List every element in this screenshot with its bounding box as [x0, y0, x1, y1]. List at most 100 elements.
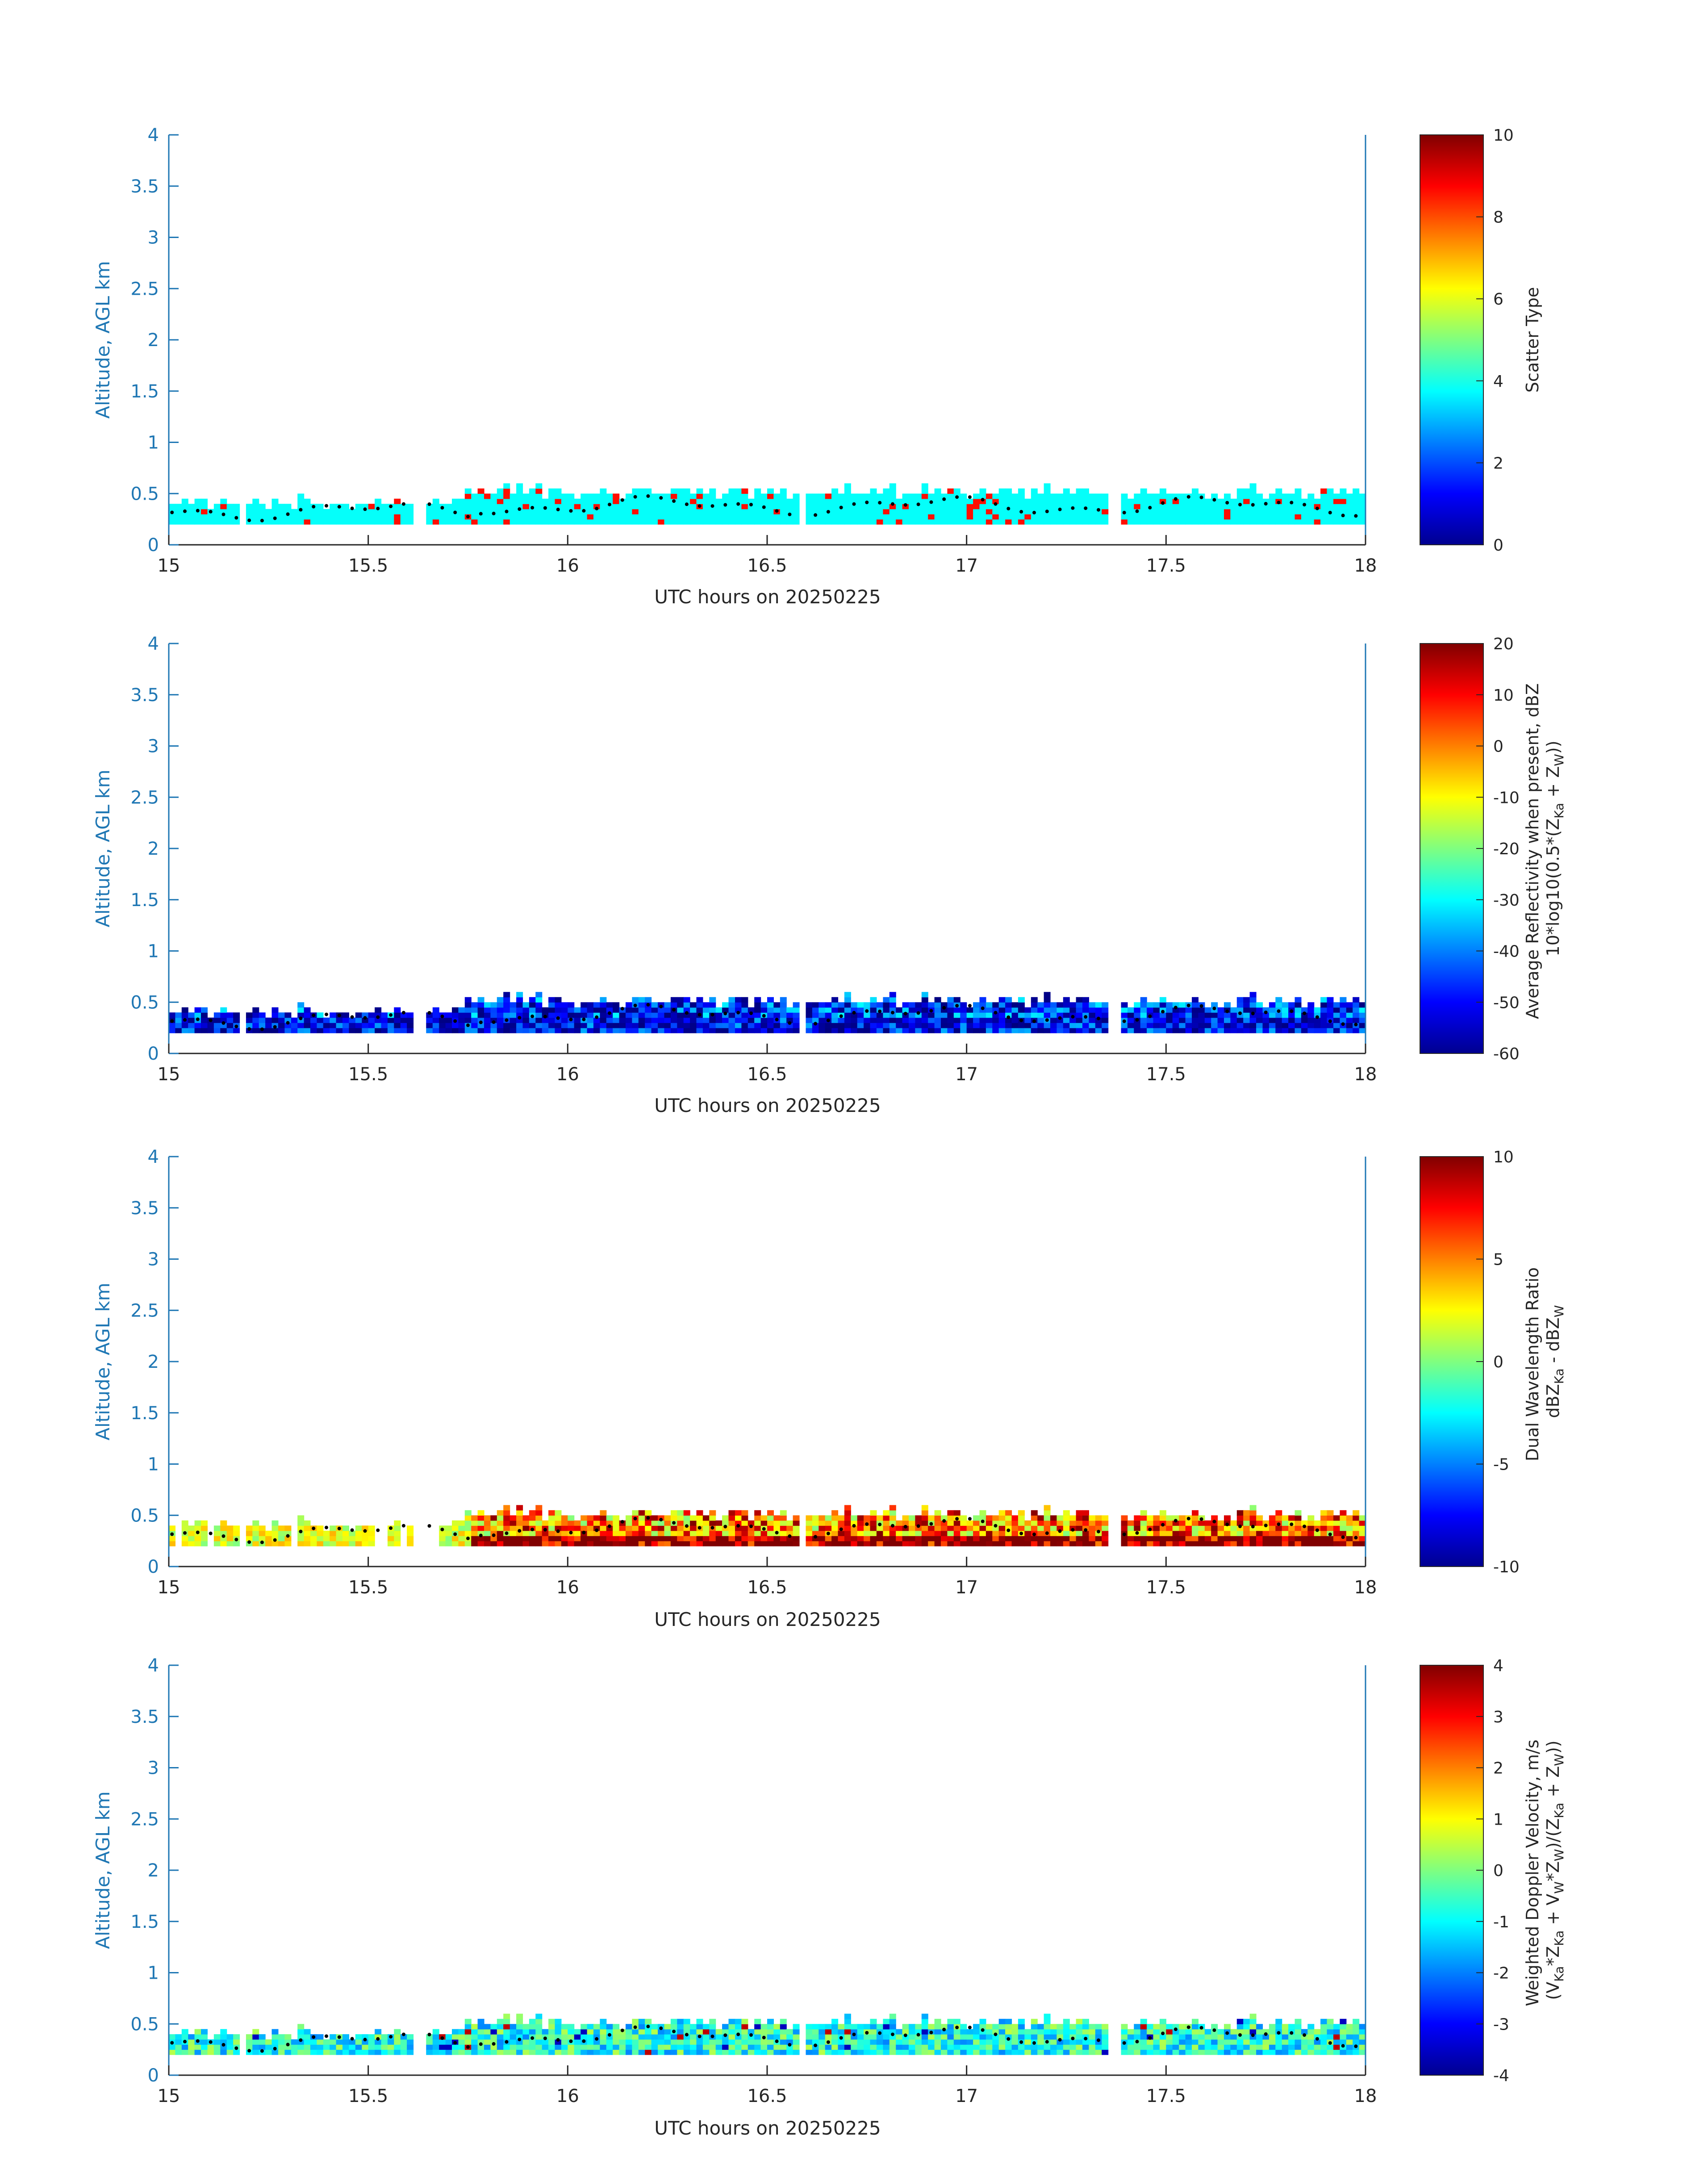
heatmap-cell: [188, 2039, 195, 2045]
heatmap-cell: [194, 1525, 201, 1531]
heatmap-cell: [1159, 1541, 1166, 1546]
heatmap-cell: [1359, 1012, 1366, 1018]
heatmap-cell: [600, 1530, 607, 1536]
heatmap-cell: [1249, 1007, 1257, 1013]
heatmap-cell: [497, 2024, 504, 2030]
heatmap-cell: [574, 504, 581, 510]
heatmap-cell: [921, 2034, 928, 2040]
heatmap-cell: [522, 514, 530, 520]
heatmap-cell: [883, 498, 890, 504]
heatmap-cell: [1005, 1028, 1012, 1033]
heatmap-cell: [1249, 498, 1257, 504]
heatmap-cell: [1031, 504, 1038, 510]
heatmap-cell: [1153, 498, 1160, 504]
heatmap-cell: [715, 2044, 722, 2050]
heatmap-cell: [1282, 1023, 1289, 1028]
heatmap-cell: [883, 1007, 890, 1013]
heatmap-cell: [992, 1515, 999, 1521]
heatmap-cell: [819, 1007, 826, 1013]
heatmap-cell: [407, 1012, 414, 1018]
heatmap-cell: [1236, 1520, 1244, 1526]
heatmap-cell: [966, 1541, 973, 1546]
heatmap-cell: [876, 2049, 883, 2055]
heatmap-scatter_type: [169, 483, 1366, 525]
y-tick-label: 3: [148, 736, 159, 757]
heatmap-cell: [400, 2049, 407, 2055]
heatmap-cell: [645, 2034, 652, 2040]
heatmap-cell: [490, 514, 497, 520]
heatmap-cell: [535, 1525, 543, 1531]
heatmap-cell: [1314, 1023, 1321, 1028]
heatmap-cell: [735, 1002, 742, 1008]
heatmap-cell: [728, 997, 735, 1003]
heatmap-cell: [542, 1023, 549, 1028]
heatmap-cell: [728, 2029, 735, 2035]
heatmap-cell: [793, 1002, 800, 1008]
heatmap-cell: [773, 1541, 781, 1546]
heatmap-cell: [535, 519, 543, 525]
heatmap-cell: [831, 1012, 839, 1018]
y-tick-label: 2.5: [130, 279, 159, 299]
heatmap-cell: [355, 1012, 362, 1018]
heatmap-cell: [947, 514, 954, 520]
heatmap-cell: [1256, 1541, 1263, 1546]
heatmap-cell: [1024, 1017, 1031, 1023]
heatmap-cell: [509, 1007, 517, 1013]
heatmap-cell: [445, 2044, 452, 2050]
heatmap-cell: [1024, 1012, 1031, 1018]
heatmap-cell: [870, 1536, 877, 1542]
heatmap-cell: [876, 1017, 883, 1023]
heatmap-cell: [953, 2029, 960, 2035]
heatmap-cell: [535, 1007, 543, 1013]
heatmap-cell: [336, 514, 343, 520]
heatmap-cell: [825, 504, 832, 510]
heatmap-cell: [297, 1541, 305, 1546]
heatmap-cell: [1037, 2044, 1044, 2050]
heatmap-cell: [979, 1017, 986, 1023]
heatmap-cell: [709, 2044, 716, 2050]
heatmap-cell: [632, 1536, 639, 1542]
heatmap-cell: [188, 1028, 195, 1033]
heatmap-cell: [1082, 1007, 1089, 1013]
heatmap-cell: [497, 1023, 504, 1028]
heatmap-cell: [998, 1536, 1006, 1542]
heatmap-cell: [670, 1028, 677, 1033]
heatmap-cell: [606, 2049, 613, 2055]
heatmap-cell: [728, 509, 735, 514]
heatmap-cell: [1018, 488, 1025, 494]
heatmap-cell: [445, 509, 452, 514]
heatmap-cell: [284, 1012, 292, 1018]
heatmap-cell: [1069, 2039, 1077, 2045]
heatmap-cell: [1050, 2049, 1057, 2055]
heatmap-cell: [1224, 1530, 1231, 1536]
cloud-top-dot: [1212, 498, 1216, 502]
heatmap-cell: [1275, 1023, 1282, 1028]
heatmap-cell: [297, 493, 305, 499]
heatmap-cell: [645, 509, 652, 514]
heatmap-cell: [503, 488, 510, 494]
heatmap-cell: [677, 2018, 684, 2024]
heatmap-cell: [909, 1012, 915, 1018]
heatmap-cell: [1063, 1520, 1070, 1526]
heatmap-cell: [960, 1520, 967, 1526]
heatmap-cell: [1340, 1515, 1347, 1521]
heatmap-cell: [349, 2044, 356, 2050]
heatmap-cell: [555, 1520, 562, 1526]
heatmap-cell: [812, 509, 819, 514]
heatmap-cell: [522, 504, 530, 510]
heatmap-cell: [555, 1510, 562, 1516]
heatmap-cell: [362, 1536, 369, 1542]
heatmap-cell: [580, 1028, 588, 1033]
heatmap-cell: [1204, 498, 1211, 504]
heatmap-cell: [702, 493, 710, 499]
heatmap-cell: [1236, 488, 1244, 494]
heatmap-cell: [1320, 498, 1328, 504]
heatmap-cell: [754, 1536, 761, 1542]
heatmap-cell: [928, 1536, 935, 1542]
heatmap-cell: [1262, 504, 1270, 510]
heatmap-cell: [580, 1012, 588, 1018]
heatmap-cell: [748, 2029, 755, 2035]
heatmap-cell: [690, 493, 697, 499]
heatmap-cell: [806, 498, 813, 504]
